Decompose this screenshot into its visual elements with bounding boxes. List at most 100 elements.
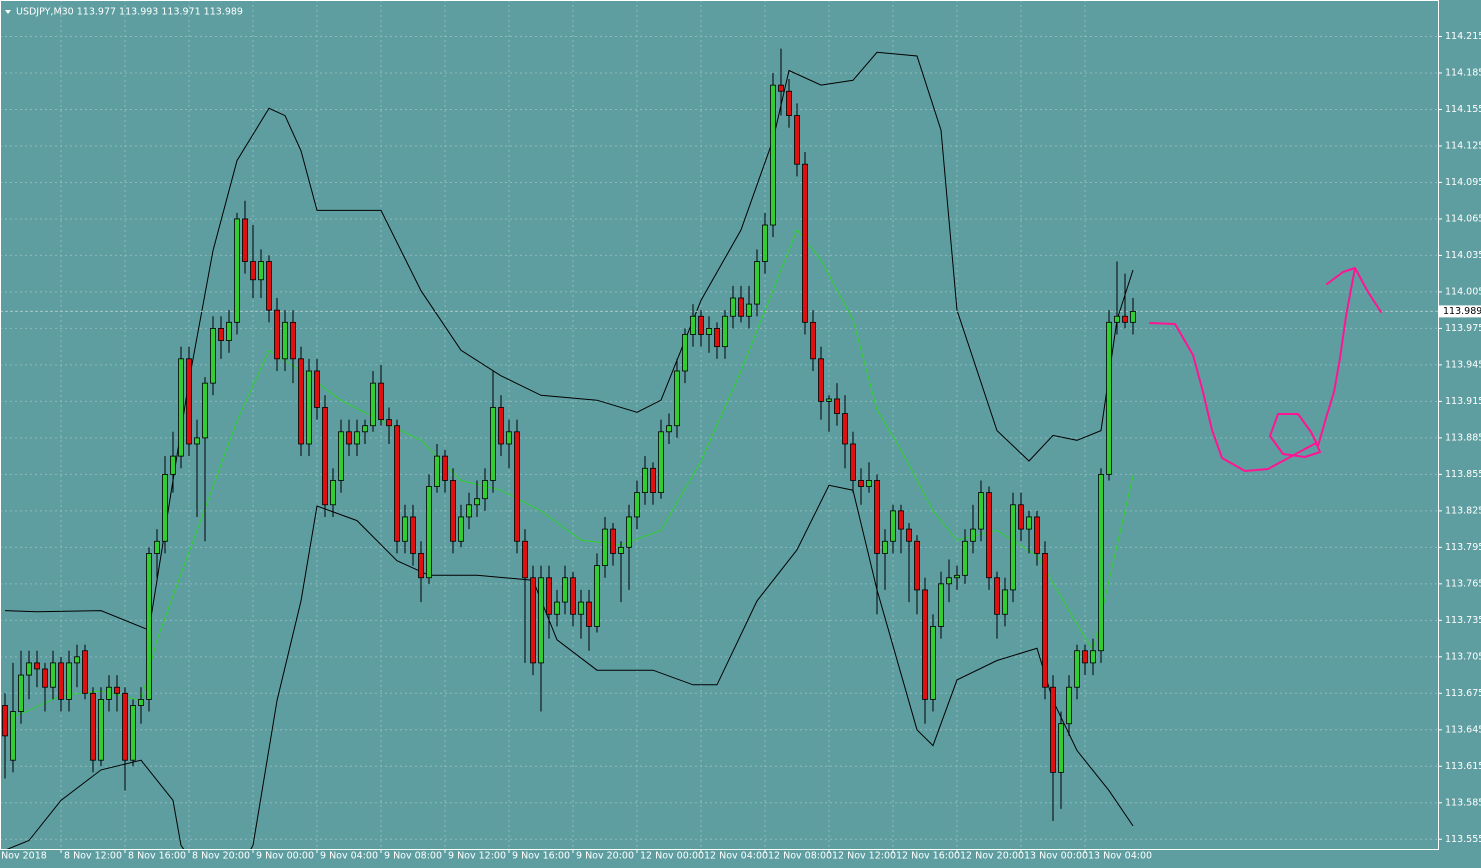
candle-body: [274, 309, 280, 360]
candle-body: [522, 540, 528, 579]
candle-body: [346, 431, 352, 445]
candle-body: [114, 686, 120, 694]
y-tick-label: 113.585: [1445, 797, 1481, 808]
x-tick-label: 9 Nov 12:00: [448, 851, 506, 862]
candle-body: [770, 84, 776, 226]
candle-body: [138, 698, 144, 706]
candle-body: [970, 528, 976, 542]
candle-body: [986, 492, 992, 579]
candle-body: [386, 419, 392, 427]
candle-body: [706, 328, 712, 335]
hand-drawn-annotation: [1149, 267, 1382, 472]
candle-body: [714, 328, 720, 348]
candle-body: [378, 382, 384, 421]
y-tick-label: 113.735: [1445, 615, 1481, 626]
candle-body: [682, 334, 688, 372]
candle-body: [394, 425, 400, 542]
candle-body: [242, 218, 248, 262]
x-tick-label: 9 Nov 04:00: [320, 851, 378, 862]
candle-body: [402, 516, 408, 542]
candle-body: [250, 261, 256, 281]
candle-body: [450, 480, 456, 542]
candle-body: [298, 358, 304, 445]
candle-body: [826, 398, 832, 402]
x-tick-label: 12 Nov 04:00: [704, 851, 768, 862]
x-tick-label: 8 Nov 20:00: [192, 851, 250, 862]
candle-body: [202, 382, 208, 439]
y-tick-label: 114.005: [1445, 286, 1481, 297]
candle-body: [754, 261, 760, 305]
candle-body: [850, 443, 856, 481]
candle-body: [498, 407, 504, 445]
candle-body: [354, 431, 360, 445]
candle-body: [930, 626, 936, 700]
candle-body: [834, 398, 840, 414]
candle-body: [738, 297, 744, 317]
y-tick-label: 114.185: [1445, 67, 1481, 78]
candle-body: [1034, 516, 1040, 554]
candle-body: [842, 413, 848, 445]
candle-body: [2, 705, 8, 737]
y-tick-label: 114.125: [1445, 140, 1481, 151]
candle-body: [122, 692, 128, 761]
candle-body: [314, 370, 320, 408]
candle-body: [626, 516, 632, 548]
candle-body: [538, 577, 544, 664]
candle-body: [858, 480, 864, 487]
candle-body: [322, 407, 328, 506]
candle-body: [90, 692, 96, 761]
candle-body: [658, 431, 664, 494]
x-tick-label: 12 Nov 08:00: [768, 851, 832, 862]
x-tick-label: 13 Nov 04:00: [1088, 851, 1152, 862]
y-tick-label: 113.945: [1445, 359, 1481, 370]
y-tick-label: 114.155: [1445, 104, 1481, 115]
price-tag: [1439, 305, 1481, 318]
candle-body: [482, 480, 488, 500]
candle-body: [434, 455, 440, 487]
candle-body: [258, 261, 264, 281]
candle-body: [866, 480, 872, 487]
y-tick-label: 113.795: [1445, 542, 1481, 553]
y-tick-label: 113.615: [1445, 761, 1481, 772]
candle-body: [106, 686, 112, 700]
candle-body: [210, 328, 216, 384]
candle-body: [1066, 686, 1072, 725]
candle-body: [1026, 516, 1032, 530]
candle-body: [474, 498, 480, 506]
candle-body: [1058, 723, 1064, 773]
y-tick-label: 113.705: [1445, 651, 1481, 662]
candle-body: [586, 601, 592, 627]
candle-body: [426, 486, 432, 579]
candle-body: [130, 705, 136, 761]
candle-body: [946, 577, 952, 585]
candle-body: [802, 163, 808, 323]
candle-body: [1082, 650, 1088, 664]
x-tick-label: 9 Nov 00:00: [256, 851, 314, 862]
candle-body: [226, 321, 232, 341]
candle-body: [154, 540, 160, 554]
x-tick-label: 8 Nov 2018: [0, 851, 47, 862]
y-tick-label: 114.065: [1445, 213, 1481, 224]
candle-body: [898, 510, 904, 530]
candle-body: [722, 315, 728, 348]
candle-body: [362, 425, 368, 433]
y-tick-label: 113.555: [1445, 834, 1481, 845]
menu-arrow[interactable]: [5, 10, 11, 14]
y-tick-label: 114.035: [1445, 250, 1481, 261]
candle-body: [634, 492, 640, 518]
candle-body: [602, 528, 608, 566]
x-tick-label: 12 Nov 16:00: [896, 851, 960, 862]
candle-body: [338, 431, 344, 481]
candle-body: [810, 321, 816, 360]
candle-body: [778, 84, 784, 92]
candle-body: [994, 577, 1000, 615]
candle-body: [10, 711, 16, 761]
candle-body: [794, 115, 800, 165]
x-tick-label: 8 Nov 12:00: [64, 851, 122, 862]
candle-body: [1010, 504, 1016, 591]
x-tick-label: 12 Nov 00:00: [640, 851, 704, 862]
candle-body: [674, 370, 680, 427]
x-tick-label: 9 Nov 08:00: [384, 851, 442, 862]
